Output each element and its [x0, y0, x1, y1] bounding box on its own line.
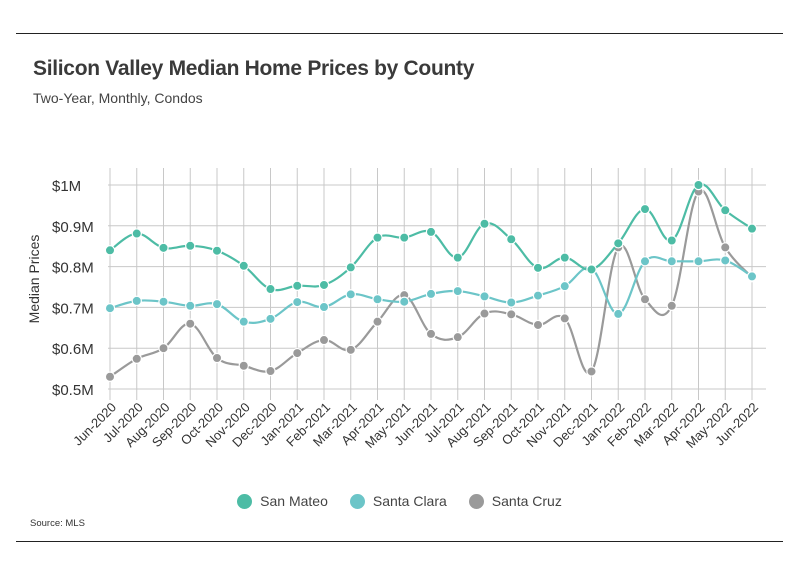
santa-clara-point [211, 298, 223, 310]
legend-item-san-mateo: San Mateo [237, 493, 328, 509]
santa-cruz-point [479, 308, 490, 319]
x-axis: Jun-2020Jul-2020Aug-2020Sep-2020Oct-2020… [70, 400, 761, 451]
santa-cruz-point [720, 242, 731, 253]
santa-clara-point [720, 255, 731, 266]
bottom-rule [16, 541, 783, 542]
san-mateo-point [345, 262, 356, 273]
santa-clara-point [639, 256, 651, 267]
santa-cruz-point [211, 352, 223, 364]
santa-clara-point [265, 313, 276, 325]
san-mateo-point [586, 264, 597, 275]
santa-clara-point [479, 291, 490, 302]
san-mateo-point [185, 240, 196, 251]
y-tick-label: $0.8M [52, 260, 94, 277]
y-axis: $1M $0.9M $0.8M $0.7M $0.6M $0.5M Median Price… [26, 178, 94, 399]
santa-cruz-point [131, 353, 142, 365]
san-mateo-point [265, 283, 276, 295]
san-mateo-point [292, 280, 303, 291]
san-mateo-point [318, 279, 330, 291]
santa-cruz-point [532, 319, 544, 331]
santa-clara-point [345, 289, 356, 300]
santa-clara-point [238, 316, 249, 327]
y-tick-label: $1M [52, 178, 81, 195]
legend-label: Santa Cruz [491, 493, 562, 509]
santa-cruz-point [238, 360, 249, 371]
legend: San Mateo Santa Clara Santa Cruz [0, 493, 799, 509]
chart-subtitle: Two-Year, Monthly, Condos [33, 90, 203, 106]
y-tick-label: $0.9M [52, 219, 94, 236]
santa-cruz-point [158, 343, 169, 354]
san-mateo-point [479, 218, 490, 229]
y-tick-label: $0.5M [52, 382, 94, 399]
santa-cruz-point [265, 365, 276, 377]
santa-cruz-point [639, 294, 651, 305]
santa-clara-point [292, 296, 303, 308]
legend-label: San Mateo [260, 493, 328, 509]
san-mateo-point [452, 252, 463, 263]
san-mateo-point [238, 260, 249, 271]
san-mateo-point [693, 179, 704, 191]
san-mateo-point [639, 203, 651, 215]
santa-cruz-point [586, 366, 597, 377]
santa-clara-point [532, 290, 544, 301]
series-group [104, 179, 758, 382]
santa-cruz-point [666, 300, 677, 311]
chart-title: Silicon Valley Median Home Prices by Cou… [33, 57, 475, 80]
legend-item-santa-cruz: Santa Cruz [468, 493, 562, 509]
santa-clara-point [693, 256, 704, 267]
santa-cruz-point [345, 344, 356, 356]
santa-cruz-point [104, 371, 116, 382]
san-mateo-point [613, 238, 624, 249]
san-mateo-point [372, 232, 383, 243]
santa-cruz-point [425, 328, 437, 340]
santa-clara-point [104, 303, 116, 314]
santa-clara-point [158, 296, 169, 307]
santa-cruz-point [185, 318, 196, 329]
san-mateo-point [506, 234, 517, 245]
santa-cruz-point [506, 309, 517, 320]
santa-clara-point [666, 256, 677, 267]
san-mateo-point [425, 226, 437, 238]
san-mateo-point [720, 205, 731, 216]
santa-clara-point [746, 271, 758, 282]
source-note: Source: MLS [30, 518, 85, 529]
santa-clara-point [399, 296, 410, 307]
legend-label: Santa Clara [372, 493, 447, 509]
legend-item-santa-clara: Santa Clara [349, 493, 447, 509]
y-tick-label: $0.6M [52, 341, 94, 358]
santa-clara-point [425, 288, 437, 300]
santa-clara-point [613, 308, 624, 320]
legend-swatch [468, 493, 484, 509]
santa-cruz-point [318, 334, 330, 346]
y-tick-label: $0.7M [52, 300, 94, 317]
san-mateo-point [532, 262, 544, 274]
san-mateo-point [399, 232, 410, 243]
san-mateo-point [746, 223, 758, 234]
santa-clara-point [318, 301, 330, 313]
santa-clara-point [185, 300, 196, 311]
santa-clara-point [372, 294, 383, 305]
santa-cruz-point [372, 316, 383, 327]
san-mateo-point [131, 228, 142, 239]
legend-swatch [349, 493, 365, 509]
san-mateo-point [666, 235, 677, 246]
y-axis-label: Median Prices [26, 235, 42, 324]
santa-clara-point [506, 297, 517, 308]
santa-cruz-point [559, 313, 570, 324]
santa-cruz-point [292, 347, 303, 359]
santa-clara-point [131, 295, 142, 307]
santa-cruz-point [452, 331, 463, 343]
grid-lines [108, 168, 766, 400]
san-mateo-point [104, 245, 116, 256]
top-rule [16, 33, 783, 34]
san-mateo-point [158, 242, 169, 254]
legend-swatch [237, 493, 253, 509]
san-mateo-point [211, 245, 223, 256]
santa-clara-point [452, 285, 463, 297]
san-mateo-point [559, 252, 570, 263]
santa-clara-point [559, 280, 570, 292]
